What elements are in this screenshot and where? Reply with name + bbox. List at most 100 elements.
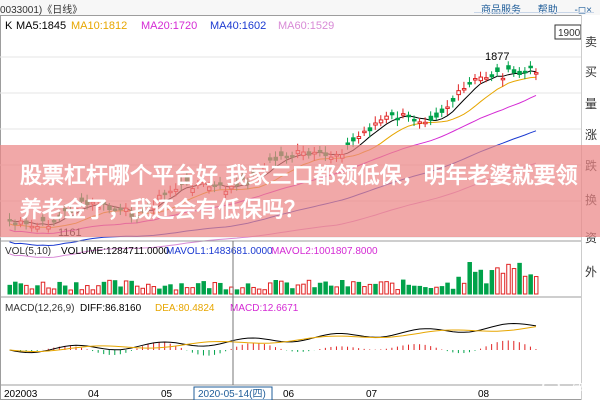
candle[interactable] <box>345 142 351 145</box>
volume-bar <box>301 283 306 295</box>
candle[interactable] <box>478 76 484 82</box>
candle[interactable] <box>511 69 517 74</box>
volume-bar <box>173 289 179 295</box>
top-links[interactable]: 商品服务 帮助 -◻× <box>467 1 592 16</box>
candle[interactable] <box>533 72 539 75</box>
link-commodity-service[interactable]: 商品服务 <box>480 5 521 16</box>
candle[interactable] <box>423 121 428 125</box>
volume-bar <box>13 281 18 295</box>
volume-bar <box>107 279 112 295</box>
volume-bar <box>96 285 101 295</box>
candle[interactable] <box>395 117 400 121</box>
tab-buy[interactable]: 买 <box>584 65 597 79</box>
volume-bar <box>223 289 229 295</box>
tab-sell[interactable]: 卖 <box>584 35 597 49</box>
volume-bar <box>500 272 506 295</box>
candle[interactable] <box>384 115 389 120</box>
volume-bar <box>517 262 522 295</box>
volume-bar <box>134 285 140 295</box>
volume-bar <box>267 282 273 295</box>
dea-value: DEA:80.4824 <box>155 303 215 314</box>
candle[interactable] <box>406 114 411 118</box>
volume-bar <box>85 285 90 295</box>
candle[interactable] <box>351 137 356 142</box>
title-bar: 0033001)《日线》 商品服务 帮助 -◻× <box>0 0 600 16</box>
volume-bar <box>129 280 134 295</box>
volume-bar <box>51 288 57 295</box>
candle[interactable] <box>489 74 495 78</box>
candle[interactable] <box>473 78 478 81</box>
volume-bar <box>306 279 312 295</box>
tab-outer[interactable]: 外 <box>584 265 597 279</box>
candle[interactable] <box>378 119 384 124</box>
volume-bar <box>184 287 190 295</box>
candle[interactable] <box>528 65 533 69</box>
tab-volume[interactable]: 量 <box>584 97 597 111</box>
volume-bar <box>506 263 511 295</box>
volume-bar <box>7 284 12 295</box>
volume-bar <box>262 289 267 295</box>
title-underline <box>474 12 594 13</box>
candle[interactable] <box>417 121 423 124</box>
window-controls[interactable]: -◻× <box>574 5 592 16</box>
candle[interactable] <box>456 90 461 96</box>
candle[interactable] <box>484 77 489 80</box>
candle[interactable] <box>362 130 367 134</box>
candle[interactable] <box>506 65 511 70</box>
volume-bar <box>367 283 373 295</box>
volume-bar <box>323 281 328 295</box>
volume-bar <box>478 269 484 295</box>
candle[interactable] <box>400 113 406 116</box>
volume-bar <box>79 289 85 295</box>
candle[interactable] <box>428 115 434 121</box>
volume-bar <box>190 287 195 295</box>
ma20-label: MA20:1720 <box>141 20 197 32</box>
volume-bar <box>461 282 467 295</box>
candle[interactable] <box>373 122 378 126</box>
candle[interactable] <box>517 70 522 76</box>
volume-bar <box>195 283 201 295</box>
volume-bar <box>412 285 417 295</box>
volume-bar <box>279 280 284 295</box>
ma60-label: MA60:1529 <box>278 20 334 32</box>
volume-bar <box>29 288 35 295</box>
volume-bar <box>290 288 295 295</box>
candle[interactable] <box>434 112 439 118</box>
candle[interactable] <box>445 106 450 109</box>
candle[interactable] <box>367 127 373 132</box>
cursor-date-label: 2020-05-14(四) <box>198 389 266 400</box>
candle[interactable] <box>389 112 395 116</box>
volume-bar <box>400 279 406 295</box>
x-tick-06: 06 <box>283 389 295 400</box>
watermark-icon <box>542 378 560 396</box>
volume-bar <box>528 274 533 295</box>
candle[interactable] <box>439 108 445 113</box>
volume-bar <box>423 287 428 295</box>
volume-bar <box>234 289 240 295</box>
volume-bar <box>123 280 129 295</box>
volume-bar <box>384 281 389 295</box>
volume-bar <box>212 282 218 295</box>
candle[interactable] <box>356 136 362 140</box>
volume-bar <box>456 276 461 295</box>
volume-value: VOLUME:1284711.0000 <box>61 246 170 257</box>
volume-bar <box>90 289 96 295</box>
volume-bar <box>168 284 173 295</box>
tab-up[interactable]: 涨 <box>584 128 597 142</box>
candle[interactable] <box>450 98 456 102</box>
link-help[interactable]: 帮助 <box>537 5 558 16</box>
volume-bar <box>201 281 206 295</box>
candle[interactable] <box>495 67 500 72</box>
volume-bar <box>445 282 450 295</box>
high-price-label: 1877 <box>485 51 509 63</box>
candle[interactable] <box>412 118 417 122</box>
mavol2-value: MAVOL2:1001807.8000 <box>271 246 378 257</box>
x-tick-05: 05 <box>161 389 173 400</box>
candle[interactable] <box>500 77 506 81</box>
headline-banner <box>0 145 600 237</box>
volume-bar <box>101 281 107 295</box>
candle[interactable] <box>461 87 467 91</box>
candle[interactable] <box>522 70 528 74</box>
candle[interactable] <box>467 82 472 85</box>
volume-bar <box>362 286 367 295</box>
